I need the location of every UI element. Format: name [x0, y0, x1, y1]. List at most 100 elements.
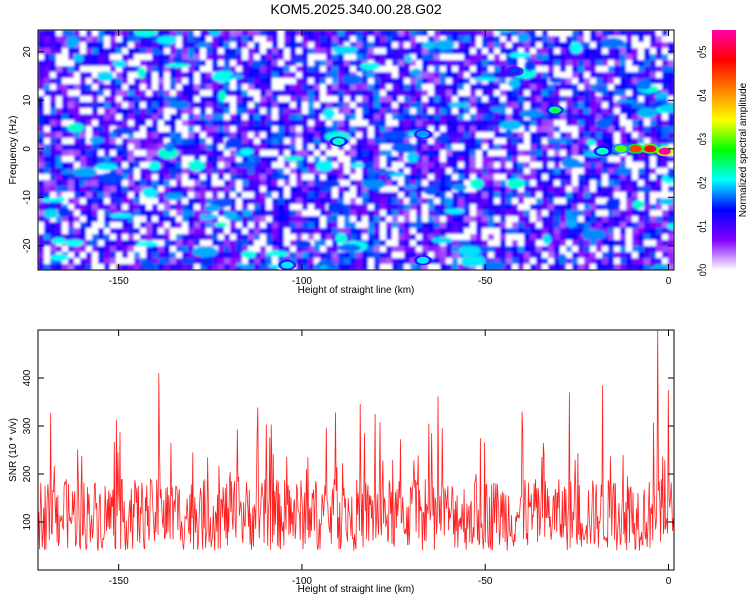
heat-cell: [170, 120, 177, 127]
heat-cell: [284, 126, 291, 133]
colorbar-label: Normalized spectral amplitude: [738, 82, 749, 217]
heat-cell: [374, 162, 381, 169]
heat-cell: [50, 150, 57, 157]
heat-cell: [356, 168, 363, 175]
heat-cell: [452, 252, 459, 259]
heat-cell: [284, 90, 291, 97]
heat-cell: [326, 138, 333, 145]
heat-cell: [302, 192, 309, 199]
heat-blob: [433, 39, 455, 50]
heat-cell: [224, 84, 231, 91]
heat-cell: [308, 36, 315, 43]
heat-cell: [266, 198, 273, 205]
heat-cell: [500, 108, 507, 115]
heat-cell: [86, 174, 93, 181]
heat-cell: [194, 114, 201, 121]
heat-cell: [272, 66, 279, 73]
heat-feature: [281, 261, 294, 269]
heat-cell: [182, 42, 189, 49]
heat-cell: [62, 42, 69, 49]
heat-cell: [548, 60, 555, 67]
heat-cell: [386, 36, 393, 43]
heat-cell: [134, 216, 141, 223]
heat-cell: [536, 78, 543, 85]
heat-cell: [320, 186, 327, 193]
heat-cell: [530, 78, 537, 85]
heat-blob: [89, 136, 105, 144]
heat-cell: [428, 90, 435, 97]
heat-cell: [416, 90, 423, 97]
heat-cell: [530, 150, 537, 157]
heat-cell: [572, 54, 579, 61]
heat-cell: [176, 78, 183, 85]
heat-cell: [308, 198, 315, 205]
heat-cell: [158, 66, 165, 73]
heat-cell: [266, 102, 273, 109]
heat-cell: [392, 36, 399, 43]
heat-cell: [326, 186, 333, 193]
heat-cell: [110, 252, 117, 259]
heat-cell: [638, 42, 645, 49]
heat-cell: [104, 120, 111, 127]
heat-cell: [530, 210, 537, 217]
heat-cell: [290, 96, 297, 103]
heat-cell: [338, 222, 345, 229]
heat-cell: [392, 84, 399, 91]
heat-cell: [650, 246, 657, 253]
heat-cell: [272, 246, 279, 253]
heat-cell: [428, 30, 435, 37]
heat-cell: [188, 84, 195, 91]
heat-cell: [554, 240, 561, 247]
heat-cell: [506, 102, 513, 109]
heat-cell: [386, 186, 393, 193]
heat-cell: [332, 162, 339, 169]
heat-cell: [230, 102, 237, 109]
heat-cell: [632, 36, 639, 43]
heat-cell: [488, 30, 495, 37]
heat-cell: [200, 210, 207, 217]
heat-cell: [110, 186, 117, 193]
heat-cell: [176, 42, 183, 49]
heat-cell: [440, 90, 447, 97]
heat-cell: [302, 174, 309, 181]
heat-cell: [128, 162, 135, 169]
heat-cell: [332, 156, 339, 163]
heat-cell: [116, 48, 123, 55]
heat-cell: [566, 30, 573, 37]
heat-cell: [620, 114, 627, 121]
heat-cell: [452, 234, 459, 241]
heat-cell: [668, 204, 674, 211]
heat-cell: [518, 186, 525, 193]
heat-cell: [164, 54, 171, 61]
heat-cell: [296, 84, 303, 91]
heat-cell: [338, 126, 345, 133]
heat-cell: [98, 156, 105, 163]
heat-cell: [524, 132, 531, 139]
heat-blob: [519, 109, 544, 118]
heat-cell: [602, 186, 609, 193]
heat-cell: [488, 48, 495, 55]
heat-cell: [332, 228, 339, 235]
heat-cell: [182, 132, 189, 139]
heat-cell: [638, 240, 645, 247]
heat-cell: [602, 162, 609, 169]
heat-cell: [344, 156, 351, 163]
heat-cell: [38, 150, 45, 157]
heat-cell: [200, 264, 207, 270]
heat-cell: [266, 120, 273, 127]
heat-cell: [38, 216, 45, 223]
heat-cell: [524, 252, 531, 259]
heat-cell: [398, 108, 405, 115]
heat-cell: [290, 234, 297, 241]
heat-cell: [518, 198, 525, 205]
heat-cell: [416, 114, 423, 121]
heat-cell: [500, 144, 507, 151]
heat-cell: [62, 192, 69, 199]
heat-cell: [386, 204, 393, 211]
heat-cell: [584, 192, 591, 199]
heat-cell: [326, 252, 333, 259]
heat-cell: [506, 30, 513, 37]
heat-cell: [620, 216, 627, 223]
heat-cell: [482, 246, 489, 253]
heat-cell: [164, 114, 171, 121]
